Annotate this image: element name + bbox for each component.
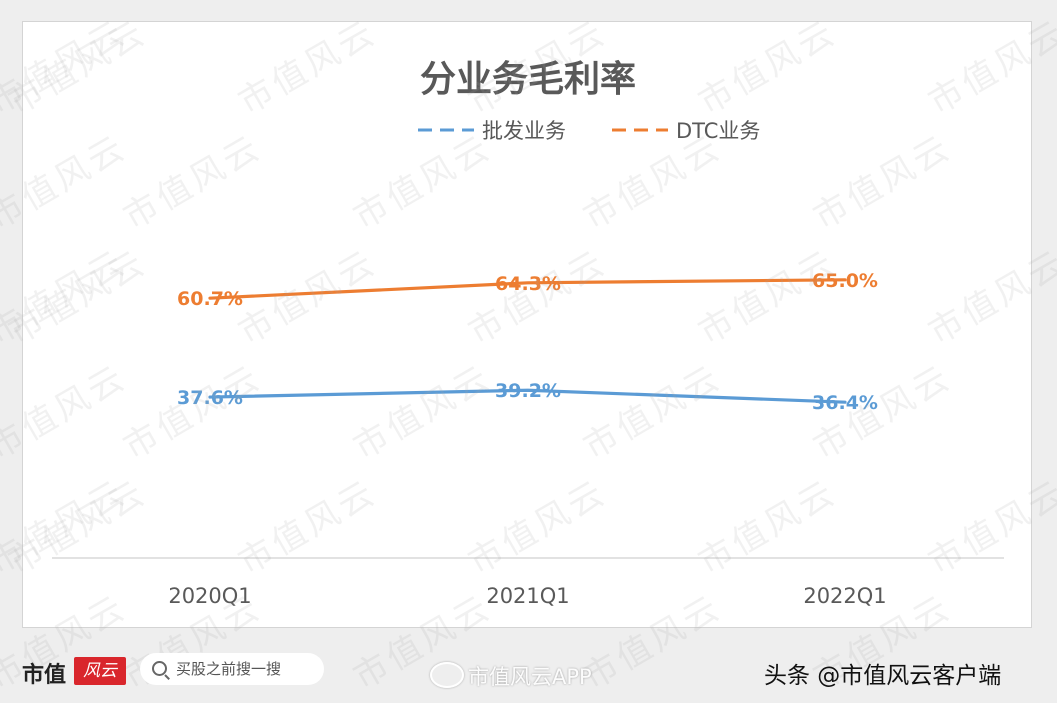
- data-label: 60.7%: [177, 288, 243, 310]
- search-icon: [152, 661, 167, 676]
- brand-logo: 风云: [74, 657, 126, 685]
- search-placeholder: 买股之前搜一搜: [176, 660, 282, 678]
- data-label: 37.6%: [177, 387, 243, 409]
- data-label: 64.3%: [495, 273, 561, 295]
- x-tick-label: 2020Q1: [168, 584, 251, 608]
- toutiao-account-text: 头条 @市值风云客户端: [764, 663, 1002, 689]
- chart-title: 分业务毛利率: [420, 59, 636, 100]
- weibo-icon: [430, 662, 464, 688]
- search-box[interactable]: 买股之前搜一搜: [140, 653, 324, 685]
- data-label: 39.2%: [495, 380, 561, 402]
- chart-card: [22, 21, 1032, 628]
- weibo-watermark-text: 市值风云APP: [468, 665, 592, 689]
- data-label: 65.0%: [812, 270, 878, 292]
- footer-bar: 市值 风云 买股之前搜一搜 市值风云APP 头条 @市值风云客户端: [0, 640, 1057, 703]
- x-tick-label: 2021Q1: [486, 584, 569, 608]
- legend-label: DTC业务: [676, 119, 760, 143]
- data-label: 36.4%: [812, 392, 878, 414]
- legend-label: 批发业务: [482, 119, 566, 143]
- brand-name: 市值: [22, 662, 67, 688]
- x-tick-label: 2022Q1: [803, 584, 886, 608]
- chart: 2020Q1 2021Q1 2022Q1 37.6% 39.2% 36.4% 60.7% 6…: [52, 59, 1004, 608]
